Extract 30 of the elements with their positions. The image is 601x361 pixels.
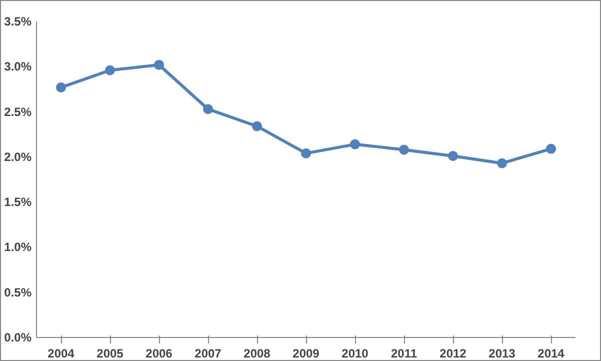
x-tick-label: 2011 xyxy=(390,346,418,360)
point xyxy=(301,148,311,158)
y-tick-label: 1.0% xyxy=(4,240,32,254)
x-tick-label: 2007 xyxy=(194,346,222,360)
point xyxy=(56,82,66,92)
point xyxy=(252,121,262,132)
x-tick-label: 2008 xyxy=(244,346,271,360)
point xyxy=(546,144,556,154)
y-tick-label: 3.5% xyxy=(4,14,32,28)
y-tick-label: 3.0% xyxy=(4,60,32,74)
y-tick-label: 2.0% xyxy=(4,150,32,164)
x-tick-label: 2006 xyxy=(146,346,173,360)
point xyxy=(350,139,360,150)
x-tick-label: 2005 xyxy=(96,346,124,360)
point xyxy=(154,60,164,70)
x-tick-label: 2012 xyxy=(440,346,467,360)
x-tick-label: 2010 xyxy=(342,346,369,360)
y-tick-label: 0.5% xyxy=(4,285,32,300)
x-tick-label: 2014 xyxy=(538,346,565,360)
point xyxy=(399,144,409,155)
y-tick-label: 1.5% xyxy=(4,195,32,210)
point xyxy=(203,104,213,114)
x-tick-label: 2009 xyxy=(292,346,320,360)
point xyxy=(448,151,458,162)
x-tick-label: 2013 xyxy=(488,346,516,360)
point xyxy=(105,65,115,76)
y-tick-label: 2.5% xyxy=(4,104,32,119)
point xyxy=(497,158,507,168)
x-tick-label: 2004 xyxy=(48,346,75,360)
y-tick-label: 0.0% xyxy=(4,330,32,344)
